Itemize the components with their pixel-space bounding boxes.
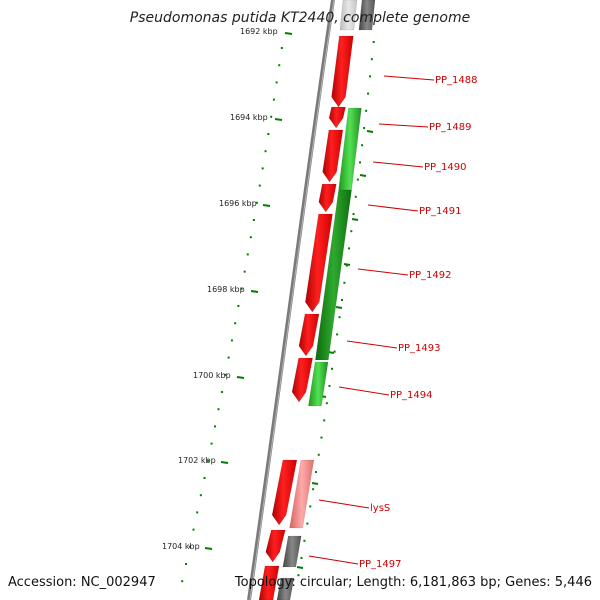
- gene-label: PP_1490: [424, 162, 467, 173]
- scale-major-tick: [250, 290, 259, 293]
- gene-label: PP_1492: [409, 270, 452, 281]
- feature-tick-major: [311, 482, 319, 485]
- feature-tick-major: [296, 566, 304, 569]
- scale-label: 1702 kbp: [178, 456, 216, 465]
- scale-label: 1694 kbp: [230, 113, 268, 122]
- genome-backbone: [247, 0, 335, 600]
- label-leader-line: [372, 161, 424, 168]
- scale-label: 1692 kbp: [240, 27, 278, 36]
- feature-tick-major: [343, 263, 351, 266]
- reverse-gene: [338, 107, 362, 191]
- forward-gene: [265, 529, 286, 563]
- map-title: Pseudomonas putida KT2440, complete geno…: [130, 10, 470, 26]
- gene-label: PP_1489: [429, 122, 472, 133]
- gene-label: PP_1491: [419, 206, 462, 217]
- scale-major-tick: [204, 547, 213, 550]
- gene-label: PP_1497: [359, 559, 402, 570]
- scale-major-tick: [220, 461, 229, 464]
- scale-major-tick: [262, 204, 271, 207]
- label-leader-line: [338, 386, 390, 396]
- scale-major-tick: [284, 32, 293, 35]
- label-leader-line: [367, 204, 419, 212]
- reverse-gene: [315, 189, 352, 361]
- forward-gene: [331, 35, 354, 108]
- label-leader-group: [308, 75, 435, 565]
- gene-label: PP_1488: [435, 75, 478, 86]
- gene-label: PP_1493: [398, 343, 441, 354]
- genome-backbone-highlight: [249, 0, 335, 600]
- forward-gene: [298, 313, 320, 357]
- forward-gene: [328, 106, 346, 129]
- forward-gene: [322, 129, 344, 183]
- major-tick-group: [204, 32, 293, 550]
- feature-tick-major: [366, 130, 374, 133]
- forward-gene: [305, 213, 333, 313]
- label-leader-line: [308, 555, 359, 565]
- forward-gene: [258, 565, 280, 600]
- label-leader-line: [357, 268, 409, 276]
- forward-gene: [271, 459, 298, 526]
- feature-block: [358, 0, 376, 31]
- accession-text: Accession: NC_002947: [8, 575, 156, 590]
- other-feature: [282, 535, 302, 568]
- label-leader-line: [383, 75, 435, 81]
- gene-label: lysS: [370, 503, 390, 514]
- pseudo-gene: [289, 459, 315, 529]
- scale-label: 1700 kbp: [193, 371, 231, 380]
- forward-gene: [318, 183, 337, 213]
- gene-label: PP_1494: [390, 390, 433, 401]
- feature-tick-major: [359, 174, 367, 177]
- label-leader-line: [346, 340, 398, 349]
- feature-tick-major: [335, 306, 343, 309]
- feature-tick-major: [351, 218, 359, 221]
- label-leader-line: [378, 123, 429, 128]
- feature-group: [258, 0, 376, 600]
- scale-major-tick: [274, 118, 283, 121]
- minor-tick-group: [181, 47, 283, 583]
- other-feature: [276, 577, 295, 600]
- reverse-gene: [308, 361, 329, 407]
- forward-gene: [291, 357, 313, 403]
- feature-block: [339, 0, 358, 31]
- scale-label: 1696 kbp: [219, 199, 257, 208]
- scale-label: 1704 kbp: [162, 542, 200, 551]
- scale-label: 1698 kbp: [207, 285, 245, 294]
- scale-major-tick: [236, 376, 245, 379]
- genome-summary-text: Topology: circular; Length: 6,181,863 bp…: [234, 575, 592, 590]
- label-leader-line: [318, 499, 370, 509]
